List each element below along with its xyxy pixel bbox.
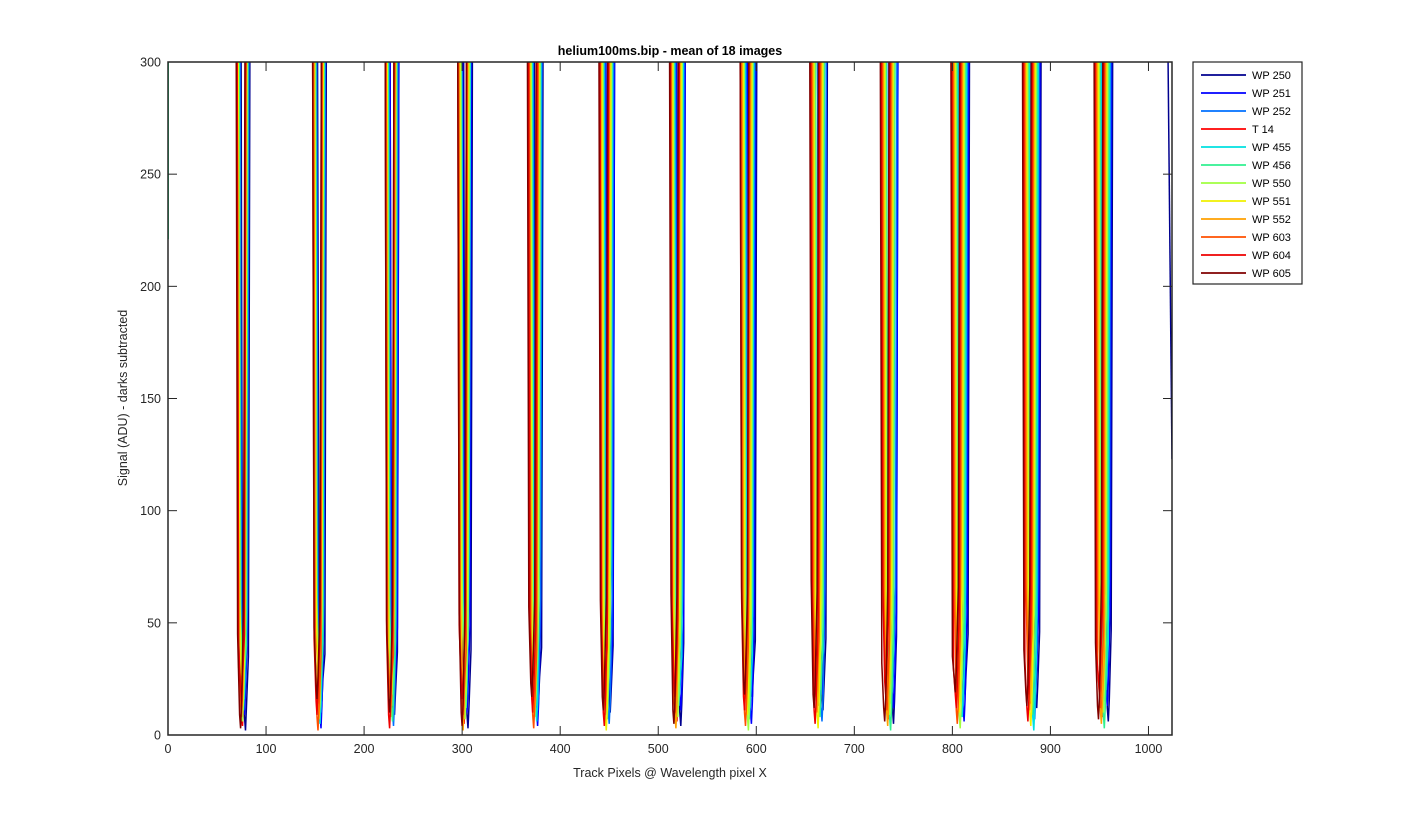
x-tick-label: 500: [648, 742, 669, 756]
x-tick-label: 600: [746, 742, 767, 756]
legend-label: WP 251: [1252, 88, 1291, 100]
axis-ticks: 0 100 200 300 400 500 600 700 800 900 1000 0 50 100 15…: [140, 56, 1172, 756]
x-tick-label: 700: [844, 742, 865, 756]
x-tick-label: 200: [354, 742, 375, 756]
x-axis-label: Track Pixels @ Wavelength pixel X: [573, 766, 767, 780]
legend-item: WP 250: [1201, 70, 1291, 82]
legend-item: WP 455: [1201, 142, 1291, 154]
legend-label: WP 604: [1252, 250, 1291, 262]
series-line-wp-251: [239, 62, 1113, 729]
series-layer: [168, 62, 1172, 731]
x-tick-label: 800: [942, 742, 963, 756]
x-tick-label: 0: [165, 742, 172, 756]
y-axis-label: Signal (ADU) - darks subtracted: [116, 310, 130, 487]
y-tick-label: 300: [140, 56, 161, 70]
legend-label: WP 250: [1252, 70, 1291, 82]
y-tick-label: 100: [140, 504, 161, 518]
y-tick-label: 50: [147, 616, 161, 630]
legend-item: WP 456: [1201, 160, 1291, 172]
x-tick-label: 100: [256, 742, 277, 756]
legend-label: WP 552: [1252, 214, 1291, 226]
legend-item: WP 605: [1201, 268, 1291, 280]
legend-label: WP 551: [1252, 196, 1291, 208]
legend-label: WP 550: [1252, 178, 1291, 190]
series-line-wp-605: [235, 62, 1104, 729]
y-tick-label: 150: [140, 392, 161, 406]
legend-label: WP 455: [1252, 142, 1291, 154]
x-tick-label: 900: [1040, 742, 1061, 756]
y-tick-label: 0: [154, 729, 161, 743]
legend-item: T 14: [1201, 124, 1274, 136]
legend-label: WP 252: [1252, 106, 1291, 118]
legend-label: WP 456: [1252, 160, 1291, 172]
x-tick-label: 300: [452, 742, 473, 756]
legend: WP 250 WP 251 WP 252 T 14 WP 455 WP 456 WP 550…: [1192, 61, 1303, 285]
legend-label: WP 603: [1252, 232, 1291, 244]
chart-title: helium100ms.bip - mean of 18 images: [558, 44, 782, 58]
legend-item: WP 552: [1201, 214, 1291, 226]
x-tick-label: 1000: [1135, 742, 1163, 756]
legend-label: WP 605: [1252, 268, 1291, 280]
legend-item: WP 550: [1201, 178, 1291, 190]
legend-box: [1192, 61, 1303, 285]
y-tick-label: 250: [140, 168, 161, 182]
legend-item: WP 252: [1201, 106, 1291, 118]
legend-item: WP 251: [1201, 88, 1291, 100]
y-tick-label: 200: [140, 280, 161, 294]
legend-label: T 14: [1252, 124, 1274, 136]
legend-item: WP 603: [1201, 232, 1291, 244]
legend-item: WP 604: [1201, 250, 1291, 262]
legend-item: WP 551: [1201, 196, 1291, 208]
x-tick-label: 400: [550, 742, 571, 756]
